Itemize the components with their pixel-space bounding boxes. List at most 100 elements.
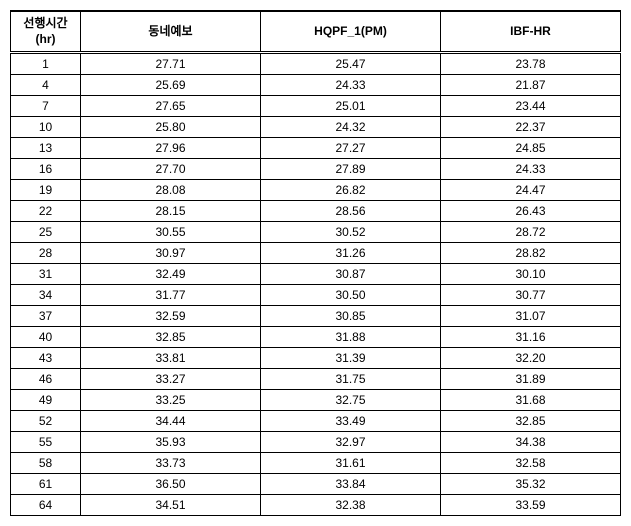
cell-leadtime: 61 [11, 474, 81, 495]
cell-leadtime: 1 [11, 53, 81, 75]
cell-leadtime: 49 [11, 390, 81, 411]
cell-leadtime: 25 [11, 222, 81, 243]
cell-ibf: 35.32 [441, 474, 621, 495]
table-row: 4333.8131.3932.20 [11, 348, 621, 369]
col-header-dong: 동네예보 [81, 11, 261, 53]
cell-dong: 28.08 [81, 180, 261, 201]
cell-dong: 32.59 [81, 306, 261, 327]
cell-leadtime: 55 [11, 432, 81, 453]
cell-ibf: 32.58 [441, 453, 621, 474]
cell-hqpf: 30.50 [261, 285, 441, 306]
table-row: 1928.0826.8224.47 [11, 180, 621, 201]
cell-leadtime: 46 [11, 369, 81, 390]
cell-hqpf: 31.26 [261, 243, 441, 264]
cell-hqpf: 33.49 [261, 411, 441, 432]
cell-hqpf: 32.75 [261, 390, 441, 411]
table-row: 5234.4433.4932.85 [11, 411, 621, 432]
cell-dong: 33.81 [81, 348, 261, 369]
cell-leadtime: 37 [11, 306, 81, 327]
cell-hqpf: 31.75 [261, 369, 441, 390]
cell-ibf: 33.59 [441, 495, 621, 516]
cell-hqpf: 24.32 [261, 117, 441, 138]
cell-leadtime: 31 [11, 264, 81, 285]
cell-leadtime: 13 [11, 138, 81, 159]
cell-leadtime: 40 [11, 327, 81, 348]
cell-ibf: 24.47 [441, 180, 621, 201]
cell-hqpf: 30.87 [261, 264, 441, 285]
table-row: 3431.7730.5030.77 [11, 285, 621, 306]
cell-dong: 28.15 [81, 201, 261, 222]
table-row: 425.6924.3321.87 [11, 75, 621, 96]
cell-leadtime: 22 [11, 201, 81, 222]
table-row: 127.7125.4723.78 [11, 53, 621, 75]
cell-dong: 30.55 [81, 222, 261, 243]
cell-hqpf: 28.56 [261, 201, 441, 222]
cell-leadtime: 7 [11, 96, 81, 117]
table-row: 5535.9332.9734.38 [11, 432, 621, 453]
cell-hqpf: 32.38 [261, 495, 441, 516]
table-row: 5833.7331.6132.58 [11, 453, 621, 474]
table-row: 2830.9731.2628.82 [11, 243, 621, 264]
cell-hqpf: 33.84 [261, 474, 441, 495]
cell-leadtime: 58 [11, 453, 81, 474]
cell-dong: 27.70 [81, 159, 261, 180]
cell-hqpf: 31.39 [261, 348, 441, 369]
table-row: 2530.5530.5228.72 [11, 222, 621, 243]
table-row: 1327.9627.2724.85 [11, 138, 621, 159]
cell-dong: 25.69 [81, 75, 261, 96]
table-row: 3132.4930.8730.10 [11, 264, 621, 285]
cell-ibf: 31.07 [441, 306, 621, 327]
cell-ibf: 30.77 [441, 285, 621, 306]
cell-ibf: 32.85 [441, 411, 621, 432]
cell-ibf: 28.72 [441, 222, 621, 243]
table-row: 3732.5930.8531.07 [11, 306, 621, 327]
cell-dong: 33.73 [81, 453, 261, 474]
col-header-leadtime-line2: (hr) [36, 32, 56, 46]
table-row: 6136.5033.8435.32 [11, 474, 621, 495]
cell-dong: 31.77 [81, 285, 261, 306]
table-row: 1025.8024.3222.37 [11, 117, 621, 138]
cell-ibf: 32.20 [441, 348, 621, 369]
cell-hqpf: 26.82 [261, 180, 441, 201]
cell-hqpf: 31.61 [261, 453, 441, 474]
cell-hqpf: 27.27 [261, 138, 441, 159]
cell-hqpf: 31.88 [261, 327, 441, 348]
cell-ibf: 34.38 [441, 432, 621, 453]
cell-hqpf: 32.97 [261, 432, 441, 453]
cell-dong: 33.27 [81, 369, 261, 390]
cell-leadtime: 4 [11, 75, 81, 96]
cell-ibf: 23.78 [441, 53, 621, 75]
cell-leadtime: 52 [11, 411, 81, 432]
cell-ibf: 24.85 [441, 138, 621, 159]
cell-dong: 33.25 [81, 390, 261, 411]
cell-leadtime: 19 [11, 180, 81, 201]
table-row: 6434.5132.3833.59 [11, 495, 621, 516]
table-row: 4633.2731.7531.89 [11, 369, 621, 390]
cell-dong: 32.49 [81, 264, 261, 285]
cell-hqpf: 25.01 [261, 96, 441, 117]
cell-ibf: 24.33 [441, 159, 621, 180]
forecast-table: 선행시간 (hr) 동네예보 HQPF_1(PM) IBF-HR 127.712… [10, 10, 621, 516]
cell-ibf: 31.16 [441, 327, 621, 348]
cell-ibf: 21.87 [441, 75, 621, 96]
cell-ibf: 26.43 [441, 201, 621, 222]
cell-leadtime: 64 [11, 495, 81, 516]
cell-dong: 34.51 [81, 495, 261, 516]
col-header-leadtime-line1: 선행시간 [23, 16, 67, 30]
cell-dong: 30.97 [81, 243, 261, 264]
cell-dong: 35.93 [81, 432, 261, 453]
cell-ibf: 30.10 [441, 264, 621, 285]
cell-leadtime: 43 [11, 348, 81, 369]
cell-leadtime: 34 [11, 285, 81, 306]
cell-dong: 27.65 [81, 96, 261, 117]
cell-hqpf: 24.33 [261, 75, 441, 96]
cell-dong: 36.50 [81, 474, 261, 495]
cell-dong: 27.96 [81, 138, 261, 159]
col-header-leadtime: 선행시간 (hr) [11, 11, 81, 53]
table-row: 4933.2532.7531.68 [11, 390, 621, 411]
table-row: 4032.8531.8831.16 [11, 327, 621, 348]
cell-ibf: 31.89 [441, 369, 621, 390]
table-row: 727.6525.0123.44 [11, 96, 621, 117]
cell-hqpf: 30.52 [261, 222, 441, 243]
cell-ibf: 23.44 [441, 96, 621, 117]
